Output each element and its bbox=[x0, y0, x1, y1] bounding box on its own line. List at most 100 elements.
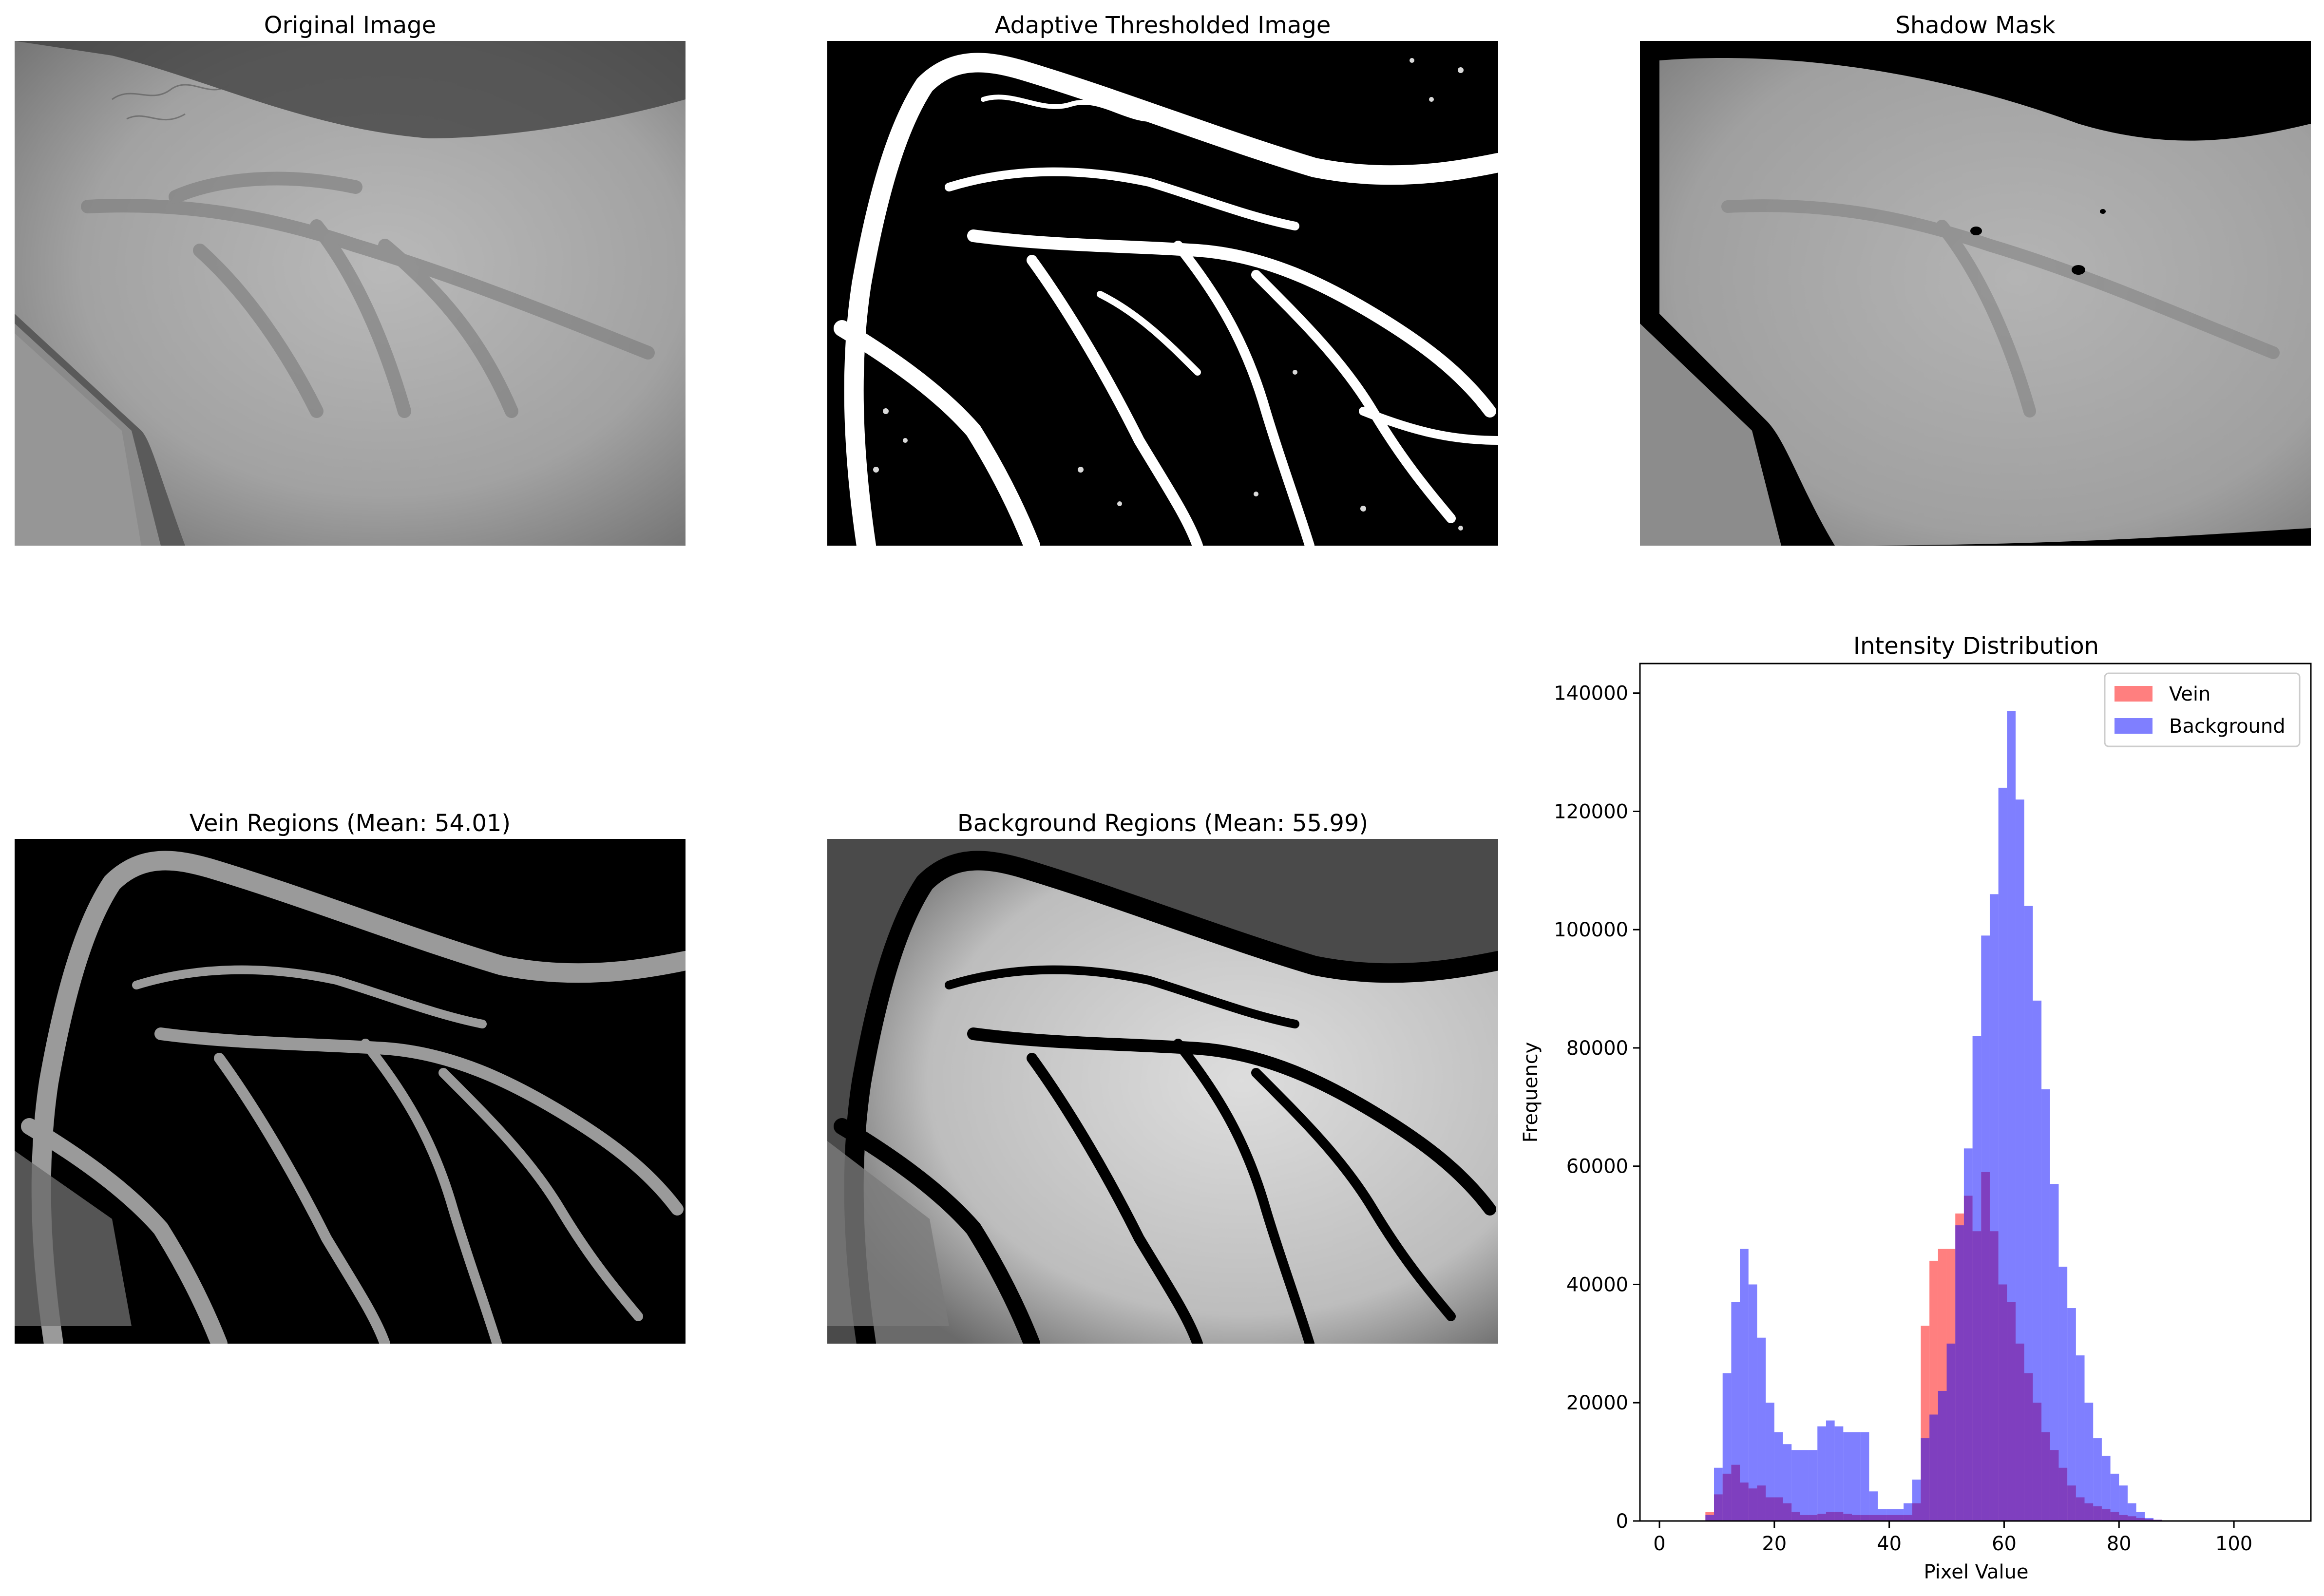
bar-background-15 bbox=[1817, 1426, 1826, 1521]
background-regions-image bbox=[827, 839, 1498, 1344]
bar-vein-44 bbox=[2067, 1485, 2076, 1521]
bar-vein-24 bbox=[1895, 1515, 1904, 1521]
bar-vein-8 bbox=[1757, 1485, 1766, 1521]
bar-vein-12 bbox=[1791, 1512, 1800, 1521]
bar-background-41 bbox=[2041, 1089, 2050, 1521]
bar-background-28 bbox=[1929, 1414, 1938, 1521]
bar-vein-22 bbox=[1878, 1515, 1886, 1521]
adaptive-thresholded-image bbox=[827, 41, 1498, 546]
bar-background-34 bbox=[1981, 935, 1990, 1521]
legend: Vein Background bbox=[2104, 672, 2301, 747]
bar-vein-47 bbox=[2093, 1506, 2102, 1521]
bar-vein-9 bbox=[1766, 1497, 1774, 1521]
adaptive-image-title: Adaptive Thresholded Image bbox=[994, 12, 1331, 39]
bar-vein-6 bbox=[1740, 1482, 1749, 1521]
y-tick-label: 80000 bbox=[1566, 1037, 1628, 1060]
bar-background-4 bbox=[1722, 1373, 1732, 1521]
bar-background-7 bbox=[1748, 1284, 1757, 1521]
shadow-mask-panel: Shadow Mask bbox=[1640, 11, 2311, 547]
bar-background-44 bbox=[2067, 1308, 2076, 1521]
bar-vein-51 bbox=[2127, 1516, 2136, 1521]
y-tick-label: 120000 bbox=[1554, 800, 1628, 823]
bar-background-17 bbox=[1834, 1426, 1844, 1521]
x-tick-label: 20 bbox=[1762, 1533, 1787, 1555]
bar-background-14 bbox=[1809, 1450, 1818, 1521]
bar-background-48 bbox=[2101, 1456, 2111, 1521]
bar-background-2 bbox=[1705, 1515, 1714, 1521]
bar-background-49 bbox=[2110, 1473, 2119, 1521]
bar-background-30 bbox=[1946, 1343, 1956, 1521]
bar-background-51 bbox=[2127, 1503, 2136, 1521]
x-axis-label: Pixel Value bbox=[1924, 1561, 2028, 1583]
bar-vein-46 bbox=[2084, 1503, 2094, 1521]
bar-vein-28 bbox=[1929, 1260, 1938, 1521]
bar-background-25 bbox=[1904, 1503, 1912, 1521]
x-tick-label: 80 bbox=[2107, 1533, 2132, 1555]
bar-vein-38 bbox=[2016, 1343, 2024, 1521]
bar-background-40 bbox=[2033, 1000, 2042, 1521]
bar-vein-17 bbox=[1834, 1512, 1844, 1521]
legend-swatch-background bbox=[2114, 718, 2153, 734]
bar-vein-35 bbox=[1989, 1231, 1999, 1521]
y-axis-label: Frequency bbox=[1520, 1042, 1542, 1143]
legend-label-background: Background bbox=[2169, 715, 2286, 738]
bar-background-8 bbox=[1757, 1337, 1766, 1521]
bar-background-16 bbox=[1826, 1420, 1835, 1521]
bar-vein-11 bbox=[1783, 1503, 1792, 1521]
bar-background-52 bbox=[2136, 1512, 2145, 1521]
bar-vein-15 bbox=[1817, 1514, 1826, 1521]
bar-background-29 bbox=[1938, 1390, 1947, 1521]
y-tick-label: 20000 bbox=[1566, 1392, 1628, 1414]
bar-background-12 bbox=[1791, 1450, 1800, 1521]
x-tick-label: 60 bbox=[1992, 1533, 2017, 1555]
bar-vein-31 bbox=[1955, 1213, 1964, 1521]
shadow-mask-image bbox=[1640, 41, 2311, 546]
bar-background-53 bbox=[2145, 1518, 2154, 1521]
bar-vein-36 bbox=[1998, 1284, 2007, 1521]
legend-label-vein: Vein bbox=[2169, 683, 2210, 705]
bar-background-46 bbox=[2084, 1403, 2094, 1521]
x-tick-label: 100 bbox=[2215, 1533, 2252, 1555]
bar-vein-48 bbox=[2101, 1509, 2111, 1521]
bar-vein-40 bbox=[2033, 1403, 2042, 1521]
bar-vein-5 bbox=[1731, 1464, 1740, 1521]
bar-vein-50 bbox=[2119, 1515, 2128, 1521]
bar-vein-55 bbox=[2162, 1520, 2171, 1521]
bar-background-54 bbox=[2153, 1520, 2162, 1521]
bar-vein-43 bbox=[2058, 1467, 2068, 1521]
bar-background-33 bbox=[1972, 1036, 1981, 1521]
bar-background-23 bbox=[1886, 1509, 1895, 1521]
y-tick-label: 100000 bbox=[1554, 919, 1628, 941]
bar-background-10 bbox=[1774, 1432, 1783, 1521]
x-tick-label: 0 bbox=[1653, 1533, 1665, 1555]
bar-vein-32 bbox=[1963, 1196, 1973, 1521]
legend-swatch-vein bbox=[2114, 686, 2153, 702]
bar-background-55 bbox=[2162, 1520, 2171, 1521]
bar-background-39 bbox=[2024, 906, 2033, 1521]
bar-background-6 bbox=[1740, 1249, 1749, 1521]
bar-vein-25 bbox=[1904, 1515, 1912, 1521]
bar-vein-20 bbox=[1860, 1515, 1869, 1521]
background-regions-title: Background Regions (Mean: 55.99) bbox=[957, 810, 1369, 837]
bar-vein-37 bbox=[2007, 1302, 2016, 1521]
bar-background-26 bbox=[1912, 1480, 1921, 1521]
legend-frame bbox=[2104, 672, 2301, 747]
bar-vein-13 bbox=[1800, 1515, 1809, 1521]
bar-background-3 bbox=[1714, 1467, 1723, 1521]
y-tick-label: 140000 bbox=[1554, 683, 1628, 705]
bar-background-47 bbox=[2093, 1438, 2102, 1521]
bar-vein-7 bbox=[1748, 1488, 1757, 1521]
bar-vein-52 bbox=[2136, 1518, 2145, 1521]
bar-vein-45 bbox=[2076, 1497, 2085, 1521]
bar-vein-19 bbox=[1851, 1515, 1861, 1521]
bar-background-9 bbox=[1766, 1403, 1774, 1521]
original-image-title: Original Image bbox=[264, 12, 437, 39]
bar-background-11 bbox=[1783, 1444, 1792, 1521]
bar-background-13 bbox=[1800, 1450, 1809, 1521]
chart-title: Intensity Distribution bbox=[1853, 632, 2099, 660]
bar-background-43 bbox=[2058, 1267, 2068, 1521]
background-regions-panel: Background Regions (Mean: 55.99) bbox=[827, 809, 1498, 1345]
plot-frame bbox=[1639, 663, 2312, 1522]
bar-vein-29 bbox=[1938, 1249, 1947, 1521]
original-image bbox=[15, 41, 686, 546]
